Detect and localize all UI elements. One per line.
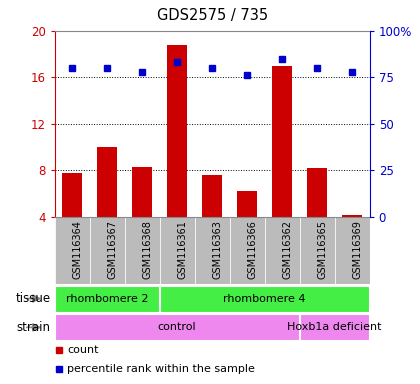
Text: GSM116366: GSM116366 [247,220,257,279]
Text: GSM116363: GSM116363 [212,220,222,279]
Bar [273,66,292,217]
Bar [89,217,125,284]
Bar [160,286,369,311]
Bar [55,286,159,311]
Text: GSM116367: GSM116367 [107,220,117,279]
Text: GSM116365: GSM116365 [317,220,327,279]
Bar [342,215,362,217]
Text: GSM116364: GSM116364 [72,220,82,279]
Text: rhombomere 2: rhombomere 2 [66,293,148,304]
Text: percentile rank within the sample: percentile rank within the sample [67,364,255,374]
Bar [194,217,230,284]
Bar [132,167,152,217]
Text: GDS2575 / 735: GDS2575 / 735 [157,8,268,23]
Bar [55,217,89,284]
Text: control: control [158,322,197,333]
Bar [97,147,117,217]
Bar [55,314,299,340]
Text: GSM116368: GSM116368 [142,220,152,279]
Text: Hoxb1a deficient: Hoxb1a deficient [287,322,382,333]
Bar [237,191,257,217]
Bar [202,175,222,217]
Text: GSM116361: GSM116361 [177,220,187,279]
Text: rhombomere 4: rhombomere 4 [223,293,306,304]
Bar [307,168,327,217]
Bar [299,217,335,284]
Bar [63,173,82,217]
Bar [299,314,369,340]
Text: strain: strain [16,321,50,334]
Bar [125,217,160,284]
Text: GSM116369: GSM116369 [352,220,362,279]
Text: tissue: tissue [15,292,50,305]
Bar [230,217,265,284]
Bar [335,217,370,284]
Bar [168,45,187,217]
Bar [160,217,194,284]
Bar [265,217,299,284]
Text: GSM116362: GSM116362 [282,220,292,279]
Text: count: count [67,345,99,355]
